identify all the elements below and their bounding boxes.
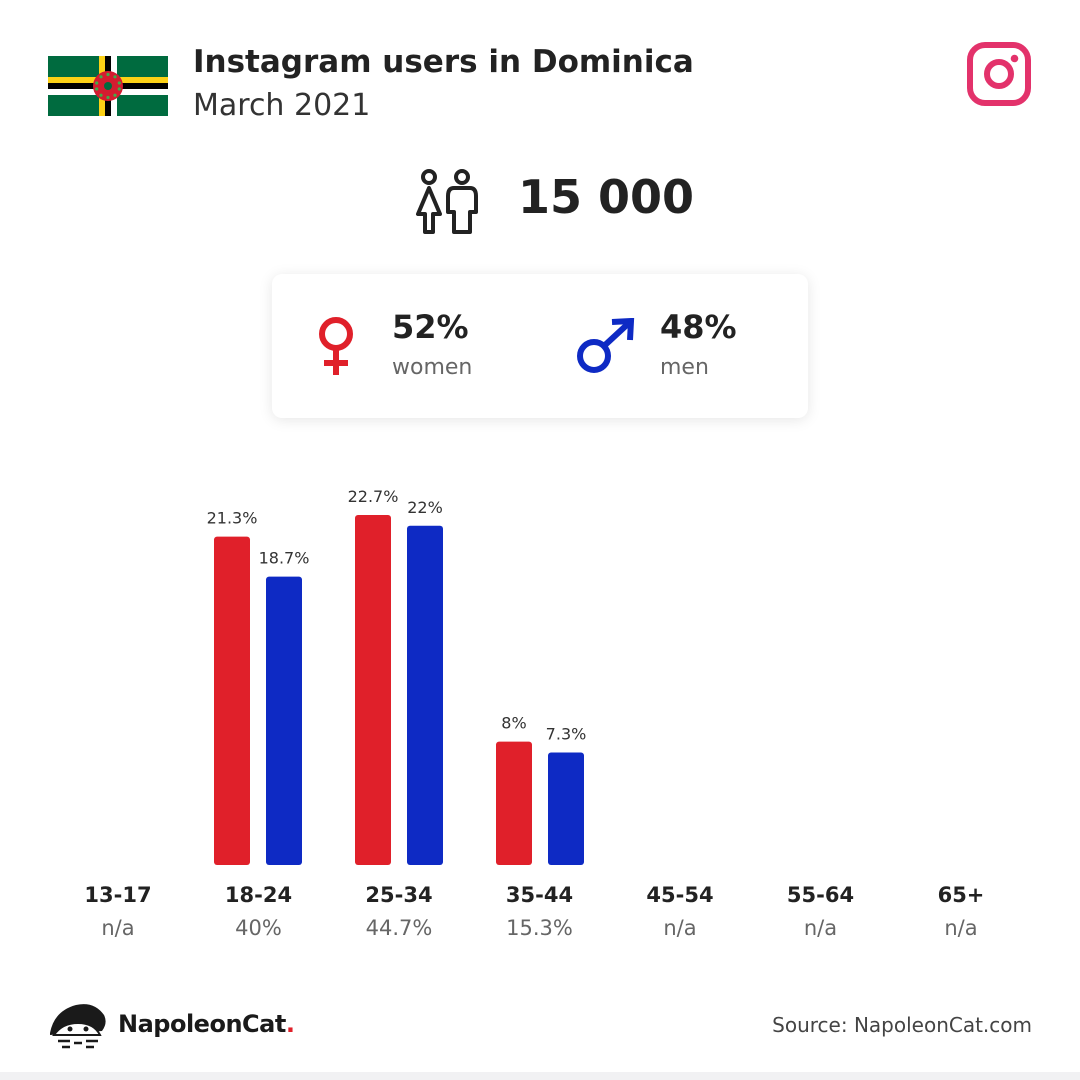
data-label-women-35-44: 8% xyxy=(501,714,526,733)
men-percentage: 48% xyxy=(660,308,737,346)
women-percentage: 52% xyxy=(392,308,469,346)
age-group-label: 25-34 xyxy=(365,883,433,907)
age-group-total: 44.7% xyxy=(365,916,433,940)
bar-men-25-34 xyxy=(407,525,443,865)
bar-women-35-44 xyxy=(496,741,532,865)
data-label-women-18-24: 21.3% xyxy=(207,509,258,528)
age-group-label: 35-44 xyxy=(505,883,574,907)
age-group-total: n/a xyxy=(803,916,838,940)
age-group-label: 55-64 xyxy=(786,883,855,907)
bar-women-25-34 xyxy=(355,515,391,865)
age-group-label: 45-54 xyxy=(646,883,714,907)
source-text: Source: NapoleonCat.com xyxy=(772,1013,1032,1037)
female-symbol-icon xyxy=(319,317,353,375)
age-group-label: 13-17 xyxy=(84,883,152,907)
age-group-total: n/a xyxy=(944,916,978,940)
men-label: men xyxy=(660,355,709,380)
data-label-women-25-34: 22.7% xyxy=(348,487,399,506)
age-group-total: n/a xyxy=(101,916,135,940)
dominica-flag-icon xyxy=(48,56,168,116)
brand-name[interactable]: NapoleonCat. xyxy=(118,1010,295,1038)
bar-women-18-24 xyxy=(214,536,250,865)
age-group-label: 18-24 xyxy=(224,883,293,907)
data-label-men-25-34: 22% xyxy=(407,498,443,517)
napoleoncat-logo-icon xyxy=(50,1004,106,1049)
gender-card xyxy=(272,274,808,418)
bar-men-35-44 xyxy=(548,752,584,865)
age-group-total: 40% xyxy=(235,916,282,940)
bottom-strip xyxy=(0,1072,1080,1080)
brand-dot: . xyxy=(285,1010,295,1038)
instagram-icon[interactable] xyxy=(966,41,1032,107)
male-symbol-icon xyxy=(577,318,635,373)
page-title: Instagram users in Dominica xyxy=(193,44,694,80)
age-group-total: n/a xyxy=(663,916,697,940)
women-label: women xyxy=(392,355,473,380)
users-icon xyxy=(416,169,478,234)
data-label-men-18-24: 18.7% xyxy=(259,549,310,568)
brand-name-text: NapoleonCat xyxy=(118,1010,286,1038)
bar-men-18-24 xyxy=(266,576,302,865)
age-gender-bar-chart: 21.3% 18.7% 22.7% 22% 8% 7.3% xyxy=(207,487,587,865)
data-label-men-35-44: 7.3% xyxy=(546,724,587,743)
total-users-count: 15 000 xyxy=(518,170,695,224)
page-subtitle: March 2021 xyxy=(193,88,371,123)
age-group-label: 65+ xyxy=(937,883,985,907)
age-group-total: 15.3% xyxy=(506,916,573,940)
